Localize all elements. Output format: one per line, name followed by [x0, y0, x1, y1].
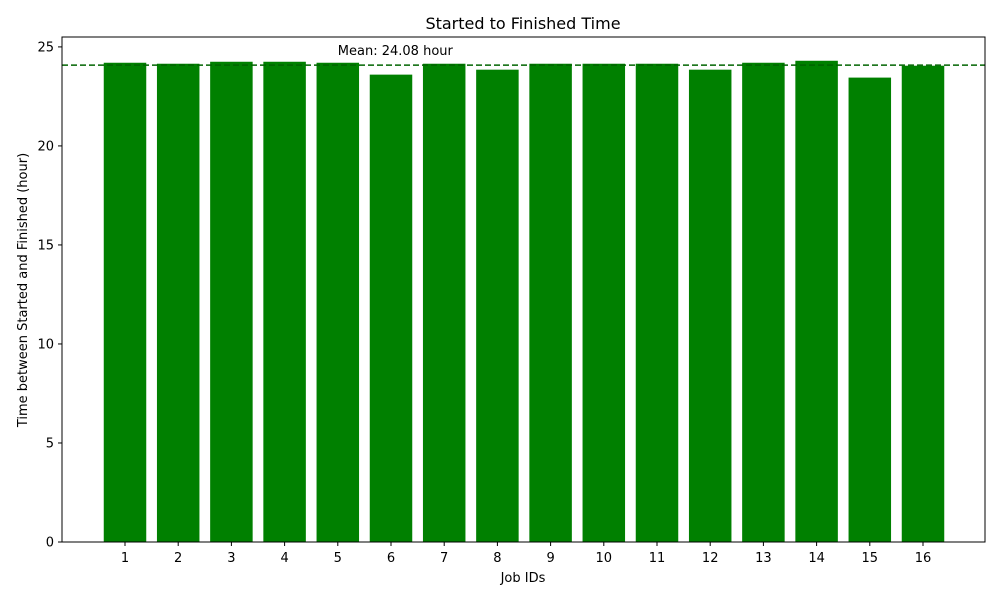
- x-tick-label: 12: [702, 551, 719, 566]
- x-tick-label: 9: [546, 551, 554, 566]
- bar-job-7: [422, 63, 466, 543]
- bar-job-1: [103, 62, 147, 543]
- x-tick-label: 16: [915, 551, 932, 566]
- bar-job-14: [795, 60, 838, 542]
- x-tick-label: 10: [596, 551, 613, 566]
- bars-group: [103, 60, 945, 543]
- plot-frame: [61, 36, 986, 543]
- x-tick-label: 6: [387, 551, 395, 566]
- bar-job-11: [635, 63, 679, 543]
- x-tick-label: 14: [808, 551, 825, 566]
- x-tick-label: 3: [227, 551, 235, 566]
- y-tick-label: 5: [46, 436, 54, 451]
- bar-job-3: [210, 61, 253, 542]
- x-tick-label: 7: [440, 551, 448, 566]
- x-tick-label: 1: [121, 551, 129, 566]
- bar-job-4: [263, 61, 306, 542]
- y-axis-label: Time between Started and Finished (hour): [16, 153, 31, 428]
- x-tick-label: 11: [649, 551, 666, 566]
- chart-title: Started to Finished Time: [425, 14, 620, 33]
- bar-job-12: [688, 69, 732, 543]
- bar-job-8: [476, 69, 519, 543]
- x-tick-label: 2: [174, 551, 182, 566]
- bar-job-10: [582, 63, 626, 543]
- bar-job-2: [156, 63, 200, 543]
- x-axis-label: Job IDs: [500, 571, 546, 586]
- x-tick-label: 15: [862, 551, 879, 566]
- y-tick-label: 10: [37, 337, 54, 352]
- x-axis: 1 2 3 4 5 6 7 8 9 10 11 12 13 14 15 16: [121, 542, 931, 566]
- x-tick-label: 5: [334, 551, 342, 566]
- y-tick-label: 25: [37, 40, 54, 55]
- bar-job-6: [369, 74, 413, 543]
- y-tick-label: 20: [37, 139, 54, 154]
- x-tick-label: 13: [755, 551, 772, 566]
- bar-job-9: [529, 63, 572, 543]
- bar-job-5: [316, 62, 360, 543]
- y-tick-label: 0: [46, 536, 54, 551]
- y-axis: 0 5 10 15 20 25: [37, 40, 62, 551]
- bar-job-16: [901, 65, 945, 542]
- x-tick-label: 4: [280, 551, 288, 566]
- mean-annotation: Mean: 24.08 hour: [338, 44, 454, 59]
- bar-job-15: [848, 77, 892, 543]
- bar-job-13: [742, 62, 785, 543]
- x-tick-label: 8: [493, 551, 501, 566]
- y-tick-label: 15: [37, 238, 54, 253]
